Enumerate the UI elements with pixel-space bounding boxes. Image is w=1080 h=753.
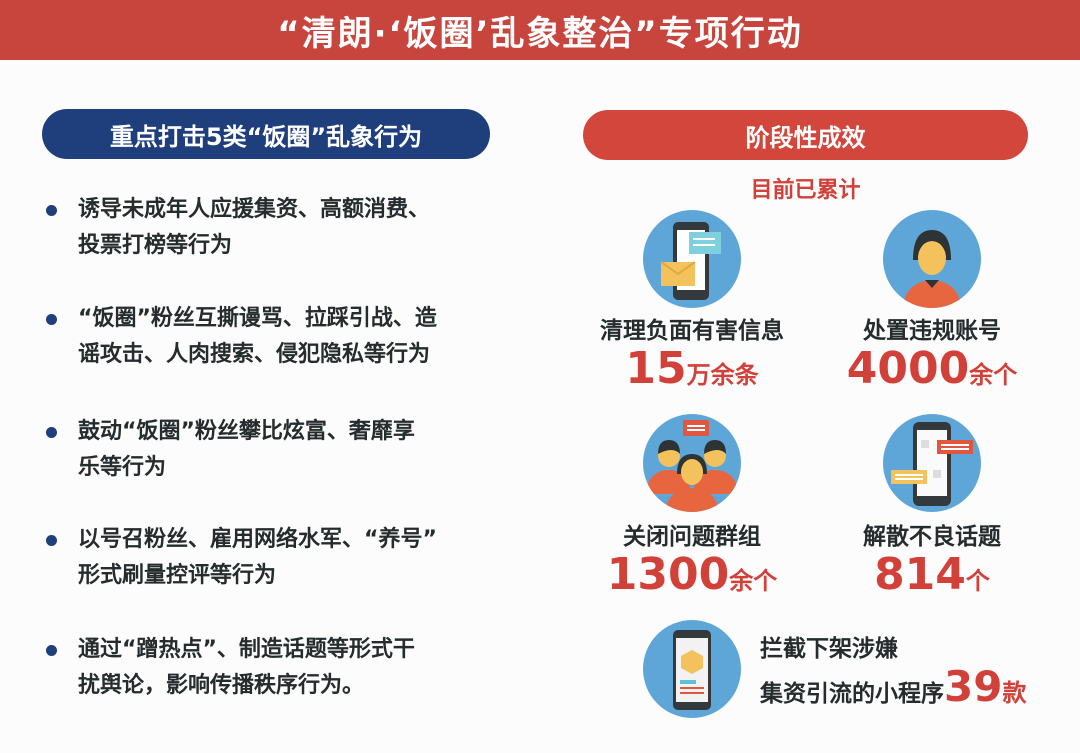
- stat-topics: 解散不良话题 814个: [812, 522, 1052, 607]
- stat-value: 4000: [846, 343, 970, 394]
- bullet-icon: [46, 205, 57, 216]
- left-section-heading: 重点打击5类“饭圈”乱象行为: [42, 109, 490, 159]
- stat-unit: 个: [965, 567, 990, 595]
- item-line: 形式刷量控评等行为: [78, 563, 277, 588]
- stat-unit: 款: [1002, 679, 1027, 707]
- stat-label: 关闭问题群组: [623, 524, 761, 550]
- bullet-icon: [46, 427, 57, 438]
- list-item: 通过“蹭热点”、制造话题等形式干 扰舆论，影响传播秩序行为。: [46, 632, 516, 704]
- bullet-icon: [46, 314, 57, 325]
- item-line: 鼓动“饭圈”粉丝攀比炫富、奢靡享: [78, 419, 415, 444]
- list-item: 诱导未成年人应援集资、高额消费、 投票打榜等行为: [46, 192, 516, 264]
- phone-chat-icon: [883, 414, 981, 512]
- user-account-icon: [883, 210, 981, 308]
- phone-message-icon: [643, 210, 741, 308]
- list-item: 以号召粉丝、雇用网络水军、“养号” 形式刷量控评等行为: [46, 522, 516, 594]
- title-banner: “清朗·‘饭圈’乱象整治”专项行动: [0, 0, 1080, 60]
- item-line: 通过“蹭热点”、制造话题等形式干: [78, 637, 415, 662]
- list-item: “饭圈”粉丝互撕谩骂、拉踩引战、造 谣攻击、人肉搜索、侵犯隐私等行为: [46, 301, 516, 373]
- stat-value: 1300: [606, 549, 730, 600]
- stat-unit: 余个: [969, 361, 1018, 389]
- item-line: 以号召粉丝、雇用网络水军、“养号”: [78, 527, 437, 552]
- stat-value: 39: [944, 662, 1003, 711]
- item-line: 谣攻击、人肉搜索、侵犯隐私等行为: [78, 342, 431, 367]
- stat-label: 处置违规账号: [863, 318, 1001, 344]
- item-line: “饭圈”粉丝互撕谩骂、拉踩引战、造: [78, 306, 437, 331]
- stat-label: 解散不良话题: [863, 524, 1001, 550]
- stat-cleaned-info: 清理负面有害信息 15万余条: [572, 316, 812, 401]
- item-line: 诱导未成年人应援集资、高额消费、: [78, 197, 431, 222]
- stat-value: 15: [625, 343, 687, 394]
- stat-unit: 万余条: [686, 361, 759, 389]
- item-line: 乐等行为: [78, 455, 167, 480]
- stat-label: 清理负面有害信息: [600, 318, 784, 344]
- item-line: 投票打榜等行为: [78, 233, 233, 258]
- right-section-heading: 阶段性成效: [583, 110, 1028, 160]
- subheading: 目前已累计: [750, 178, 861, 203]
- stat-accounts: 处置违规账号 4000余个: [812, 316, 1052, 401]
- stat-mini-programs: 拦截下架涉嫌 集资引流的小程序39款: [760, 630, 1026, 713]
- stat-label: 拦截下架涉嫌: [760, 636, 898, 662]
- stat-unit: 余个: [729, 567, 778, 595]
- item-line: 扰舆论，影响传播秩序行为。: [78, 673, 365, 698]
- bullet-icon: [46, 535, 57, 546]
- stat-groups: 关闭问题群组 1300余个: [572, 522, 812, 607]
- mini-program-icon: [643, 620, 741, 718]
- stat-label: 集资引流的小程序: [760, 681, 944, 707]
- stat-value: 814: [874, 549, 966, 600]
- bullet-icon: [46, 645, 57, 656]
- page-title: “清朗·‘饭圈’乱象整治”专项行动: [277, 13, 803, 54]
- group-chat-icon: [643, 414, 741, 512]
- list-item: 鼓动“饭圈”粉丝攀比炫富、奢靡享 乐等行为: [46, 414, 516, 486]
